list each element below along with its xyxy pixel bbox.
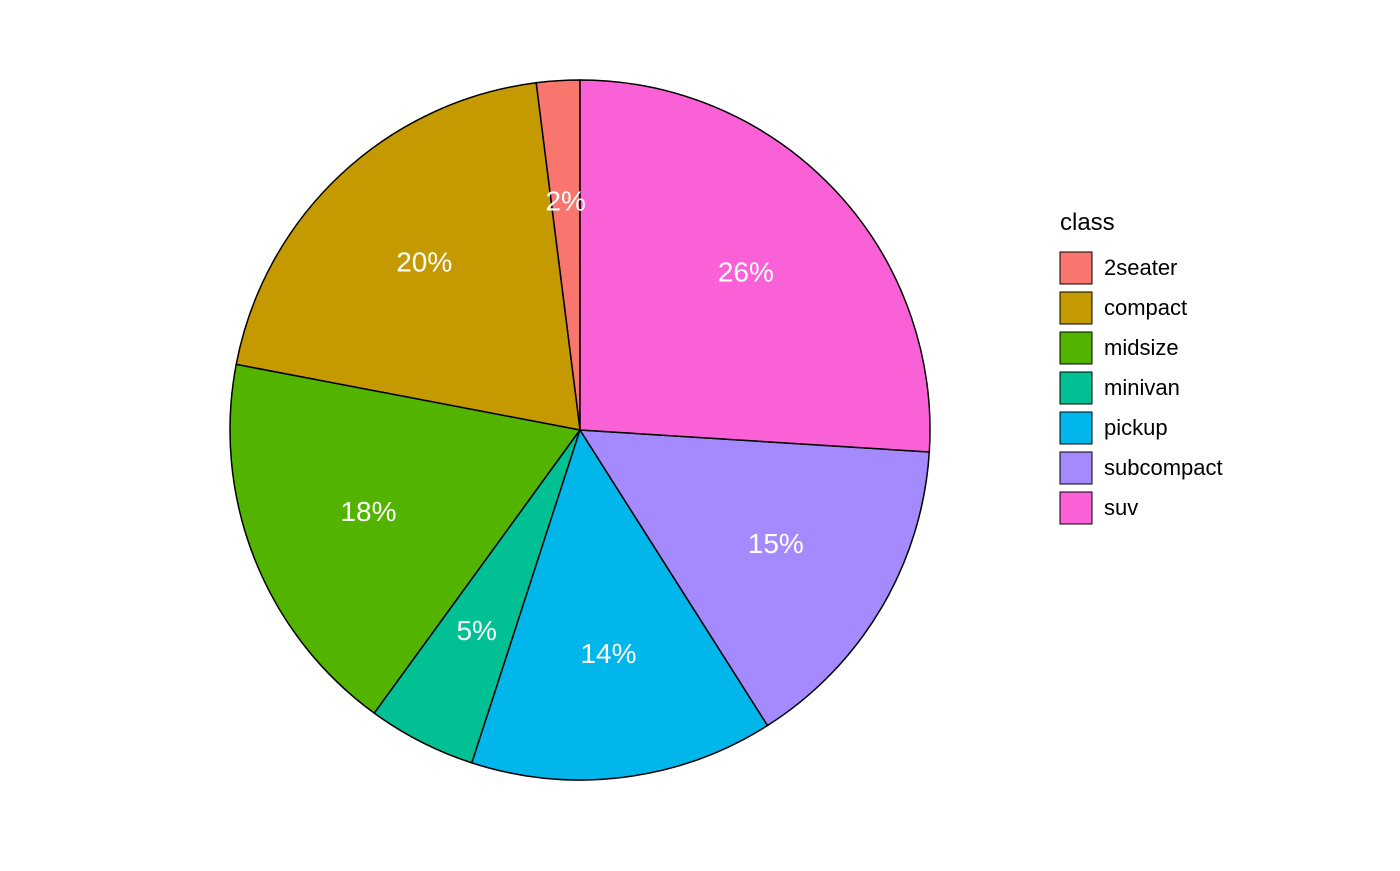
pie-label-pickup: 14% <box>580 638 636 669</box>
legend-label-minivan: minivan <box>1104 375 1180 400</box>
pie-label-2seater: 2% <box>545 185 585 216</box>
legend-swatch-subcompact <box>1060 452 1092 484</box>
legend-label-subcompact: subcompact <box>1104 455 1223 480</box>
legend-swatch-2seater <box>1060 252 1092 284</box>
pie-label-midsize: 18% <box>340 496 396 527</box>
pie-chart-container: 2% 20% 18% 5% 14% 15% 26% class 2seater compact mi… <box>0 0 1400 866</box>
pie-label-subcompact: 15% <box>748 528 804 559</box>
legend-label-compact: compact <box>1104 295 1187 320</box>
legend-label-suv: suv <box>1104 495 1138 520</box>
legend: class 2seater compact midsize minivan pickup s… <box>1060 209 1223 524</box>
pie-label-suv: 26% <box>718 257 774 288</box>
legend-swatch-compact <box>1060 292 1092 324</box>
legend-label-midsize: midsize <box>1104 335 1179 360</box>
legend-swatch-suv <box>1060 492 1092 524</box>
pie-label-compact: 20% <box>396 247 452 278</box>
pie-label-minivan: 5% <box>456 615 496 646</box>
legend-swatch-pickup <box>1060 412 1092 444</box>
legend-swatch-midsize <box>1060 332 1092 364</box>
legend-label-pickup: pickup <box>1104 415 1168 440</box>
legend-swatch-minivan <box>1060 372 1092 404</box>
legend-title: class <box>1060 209 1115 236</box>
pie-chart-svg: 2% 20% 18% 5% 14% 15% 26% class 2seater compact mi… <box>0 0 1400 866</box>
legend-label-2seater: 2seater <box>1104 255 1177 280</box>
